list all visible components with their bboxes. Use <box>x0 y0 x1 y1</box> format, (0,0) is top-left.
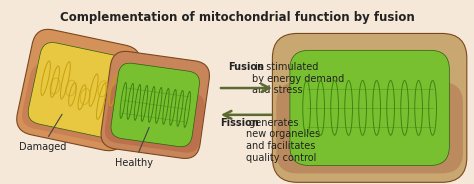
Text: generates
new organelles
and facilitates
quality control: generates new organelles and facilitates… <box>246 118 320 163</box>
Text: Complementation of mitochondrial function by fusion: Complementation of mitochondrial functio… <box>60 11 414 24</box>
FancyBboxPatch shape <box>101 51 210 158</box>
FancyBboxPatch shape <box>17 29 140 151</box>
FancyBboxPatch shape <box>290 50 449 165</box>
FancyBboxPatch shape <box>105 83 205 153</box>
Text: is stimulated
by energy demand
and stress: is stimulated by energy demand and stres… <box>252 62 344 95</box>
FancyBboxPatch shape <box>111 63 200 147</box>
FancyBboxPatch shape <box>22 64 134 145</box>
FancyBboxPatch shape <box>273 33 467 182</box>
Text: Damaged: Damaged <box>18 114 66 152</box>
Text: Fission: Fission <box>220 118 259 128</box>
Text: Fusion: Fusion <box>228 62 264 72</box>
FancyBboxPatch shape <box>276 82 463 173</box>
Text: Healthy: Healthy <box>115 127 154 167</box>
FancyBboxPatch shape <box>28 43 129 137</box>
